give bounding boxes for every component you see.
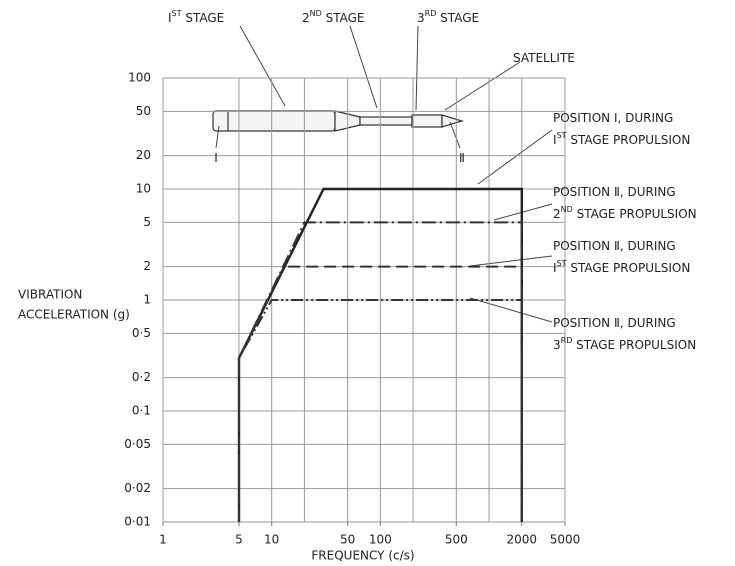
y-tick-label: 5: [143, 215, 151, 229]
annotation: Ⅱ: [459, 151, 465, 165]
legend-label: 2ND STAGE PROPULSION: [553, 205, 697, 221]
x-tick-label: 5: [235, 533, 243, 547]
text-part: POSITION Ⅱ, DURING: [553, 185, 676, 199]
text-part: SATELLITE: [513, 51, 575, 65]
x-tick-label: 2000: [506, 533, 537, 547]
text-part: STAGE PROPULSION: [572, 338, 696, 352]
y-tick-label: 50: [136, 104, 151, 118]
x-tick-label: 5000: [550, 533, 581, 547]
y-tick-label: 20: [136, 148, 151, 162]
y-tick-label: 2: [143, 259, 151, 273]
text-part: RD: [561, 336, 573, 345]
y-axis-label: ACCELERATION (g): [18, 308, 130, 322]
text-part: ND: [561, 205, 573, 214]
series-line: [238, 299, 523, 522]
x-tick-label: 10: [264, 533, 279, 547]
text-part: STAGE PROPULSION: [567, 133, 691, 147]
leader-lines: [215, 25, 553, 323]
annotation: Ⅰ: [214, 151, 218, 165]
annotation: 2ND STAGE: [302, 9, 365, 25]
text-part: I: [553, 133, 557, 147]
y-tick-label: 0·5: [132, 326, 151, 340]
text-part: ST: [172, 9, 182, 18]
legend-label: 3RD STAGE PROPULSION: [553, 336, 696, 352]
text-part: ND: [310, 9, 322, 18]
text-part: POSITION Ⅰ, DURING: [553, 111, 673, 125]
x-tick-label: 50: [340, 533, 355, 547]
text-part: ST: [557, 131, 567, 140]
y-tick-label: 100: [128, 71, 151, 85]
legend-label: IST STAGE PROPULSION: [553, 259, 690, 275]
legend-label: POSITION Ⅱ, DURING: [553, 239, 676, 253]
text-part: ST: [557, 259, 567, 268]
text-part: STAGE PROPULSION: [573, 207, 697, 221]
legend-label: POSITION Ⅱ, DURING: [553, 316, 676, 330]
text-part: Ⅱ: [459, 151, 465, 165]
annotation: IST STAGE: [168, 9, 224, 25]
y-tick-label: 10: [136, 182, 151, 196]
text-part: STAGE: [182, 11, 225, 25]
text-part: 3: [553, 338, 561, 352]
text-part: I: [553, 261, 557, 275]
y-tick-label: 0·02: [124, 481, 151, 495]
text-part: RD: [425, 9, 437, 18]
text-part: POSITION Ⅱ, DURING: [553, 316, 676, 330]
annotation: 3RD STAGE: [417, 9, 479, 25]
text-part: STAGE: [436, 11, 479, 25]
y-tick-label: 0·01: [124, 515, 151, 529]
text-part: 3: [417, 11, 425, 25]
x-tick-label: 100: [369, 533, 392, 547]
text-part: 2: [302, 11, 310, 25]
x-axis-label: FREQUENCY (c/s): [311, 549, 414, 563]
y-axis-label: VIBRATION: [18, 288, 82, 302]
rocket: [212, 110, 465, 132]
text-part: POSITION Ⅱ, DURING: [553, 239, 676, 253]
text-part: I: [168, 11, 172, 25]
y-tick-label: 0·05: [124, 437, 151, 451]
text-part: STAGE: [322, 11, 365, 25]
annotation: SATELLITE: [513, 51, 575, 65]
x-tick-label: 1: [159, 533, 167, 547]
y-tick-label: 0·1: [132, 404, 151, 418]
text-part: STAGE PROPULSION: [567, 261, 691, 275]
legend-label: POSITION Ⅱ, DURING: [553, 185, 676, 199]
legend-label: IST STAGE PROPULSION: [553, 131, 690, 147]
text-part: Ⅰ: [214, 151, 218, 165]
y-tick-label: 0·2: [132, 370, 151, 384]
x-tick-label: 500: [445, 533, 468, 547]
legend-label: POSITION Ⅰ, DURING: [553, 111, 673, 125]
y-tick-label: 1: [143, 293, 151, 307]
text-part: 2: [553, 207, 561, 221]
